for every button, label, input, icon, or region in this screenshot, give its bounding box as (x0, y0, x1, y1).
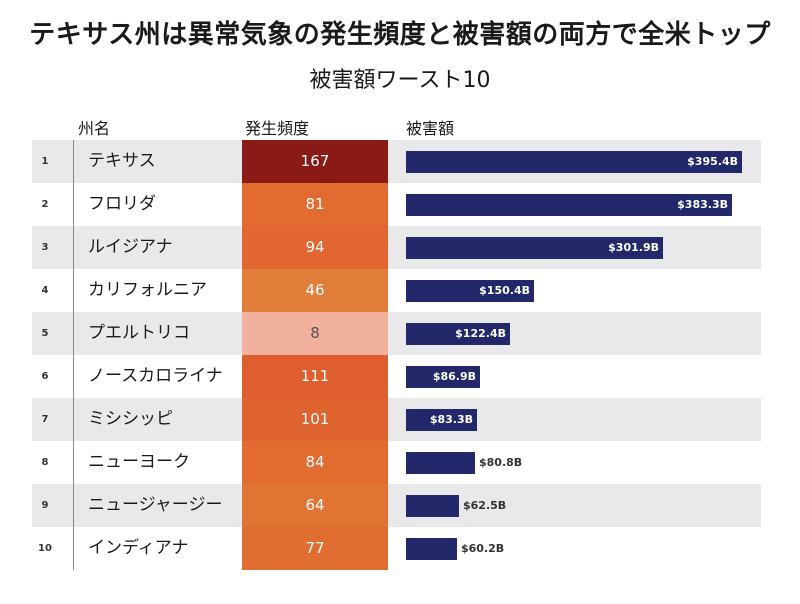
table-row: 10 インディアナ 77 $60.2B (32, 527, 761, 570)
state-name: カリフォルニア (88, 280, 207, 300)
frequency-cell: 167 (242, 140, 388, 183)
frequency-cell: 94 (242, 226, 388, 269)
damage-label: $86.9B (432, 370, 476, 383)
state-name: ノースカロライナ (88, 366, 223, 386)
damage-bar (406, 366, 480, 388)
chart-title: テキサス州は異常気象の発生頻度と被害額の両方で全米トップ (29, 20, 771, 50)
row-divider (73, 140, 74, 183)
header-damage: 被害額 (406, 119, 455, 138)
header-state: 州名 (78, 119, 111, 138)
damage-bar (406, 452, 475, 474)
damage-bar (406, 495, 459, 517)
row-divider (73, 398, 74, 441)
row-divider (73, 226, 74, 269)
header-frequency: 発生頻度 (245, 119, 310, 138)
rank-label: 8 (41, 457, 49, 468)
damage-label: $62.5B (463, 499, 507, 512)
damage-label: $80.8B (479, 456, 523, 469)
frequency-cell: 46 (242, 269, 388, 312)
frequency-cell: 84 (242, 441, 388, 484)
rank-label: 6 (41, 371, 49, 382)
row-divider (73, 312, 74, 355)
state-name: テキサス (88, 151, 156, 171)
table-row: 6 ノースカロライナ 111 $86.9B (32, 355, 761, 398)
damage-bar (406, 323, 510, 345)
table-row: 7 ミシシッピ 101 $83.3B (32, 398, 761, 441)
damage-label: $60.2B (461, 542, 505, 555)
damage-bar (406, 151, 742, 173)
damage-label: $395.4B (687, 155, 738, 168)
row-divider (73, 441, 74, 484)
state-name: ミシシッピ (88, 409, 173, 429)
state-name: ニュージャージー (88, 495, 223, 515)
row-divider (73, 183, 74, 226)
damage-label: $122.4B (455, 327, 506, 340)
rank-label: 5 (41, 328, 49, 339)
state-name: インディアナ (88, 538, 189, 558)
state-name: フロリダ (88, 194, 156, 214)
row-divider (73, 355, 74, 398)
rank-label: 4 (41, 285, 49, 296)
frequency-cell: 81 (242, 183, 388, 226)
table-row: 3 ルイジアナ 94 $301.9B (32, 226, 761, 269)
frequency-cell: 77 (242, 527, 388, 570)
frequency-cell: 8 (242, 312, 388, 355)
damage-bar (406, 409, 477, 431)
damage-bar (406, 280, 534, 302)
damage-bar (406, 237, 663, 259)
rank-label: 7 (41, 414, 49, 425)
table-row: 8 ニューヨーク 84 $80.8B (32, 441, 761, 484)
state-name: ルイジアナ (88, 237, 173, 257)
damage-label: $83.3B (429, 413, 473, 426)
table-row: 2 フロリダ 81 $383.3B (32, 183, 761, 226)
damage-table: 1 テキサス 167 $395.4B 2 フロリダ 81 $383.3B 3 ルイジアナ 94 $30… (32, 140, 761, 570)
state-name: プエルトリコ (88, 323, 190, 343)
chart-subtitle: 被害額ワースト10 (309, 68, 491, 93)
damage-label: $150.4B (479, 284, 530, 297)
damage-bar (406, 538, 457, 560)
damage-bar (406, 194, 732, 216)
table-row: 1 テキサス 167 $395.4B (32, 140, 761, 183)
rank-label: 2 (41, 199, 49, 210)
state-name: ニューヨーク (88, 452, 190, 472)
table-row: 9 ニュージャージー 64 $62.5B (32, 484, 761, 527)
damage-label: $383.3B (677, 198, 728, 211)
frequency-cell: 111 (242, 355, 388, 398)
rank-label: 9 (41, 500, 49, 511)
table-row: 5 プエルトリコ 8 $122.4B (32, 312, 761, 355)
row-divider (73, 269, 74, 312)
row-divider (73, 484, 74, 527)
frequency-cell: 64 (242, 484, 388, 527)
rank-label: 1 (41, 156, 49, 167)
rank-label: 3 (41, 242, 49, 253)
row-divider (73, 527, 74, 570)
frequency-cell: 101 (242, 398, 388, 441)
table-row: 4 カリフォルニア 46 $150.4B (32, 269, 761, 312)
rank-label: 10 (38, 543, 52, 554)
damage-label: $301.9B (608, 241, 659, 254)
